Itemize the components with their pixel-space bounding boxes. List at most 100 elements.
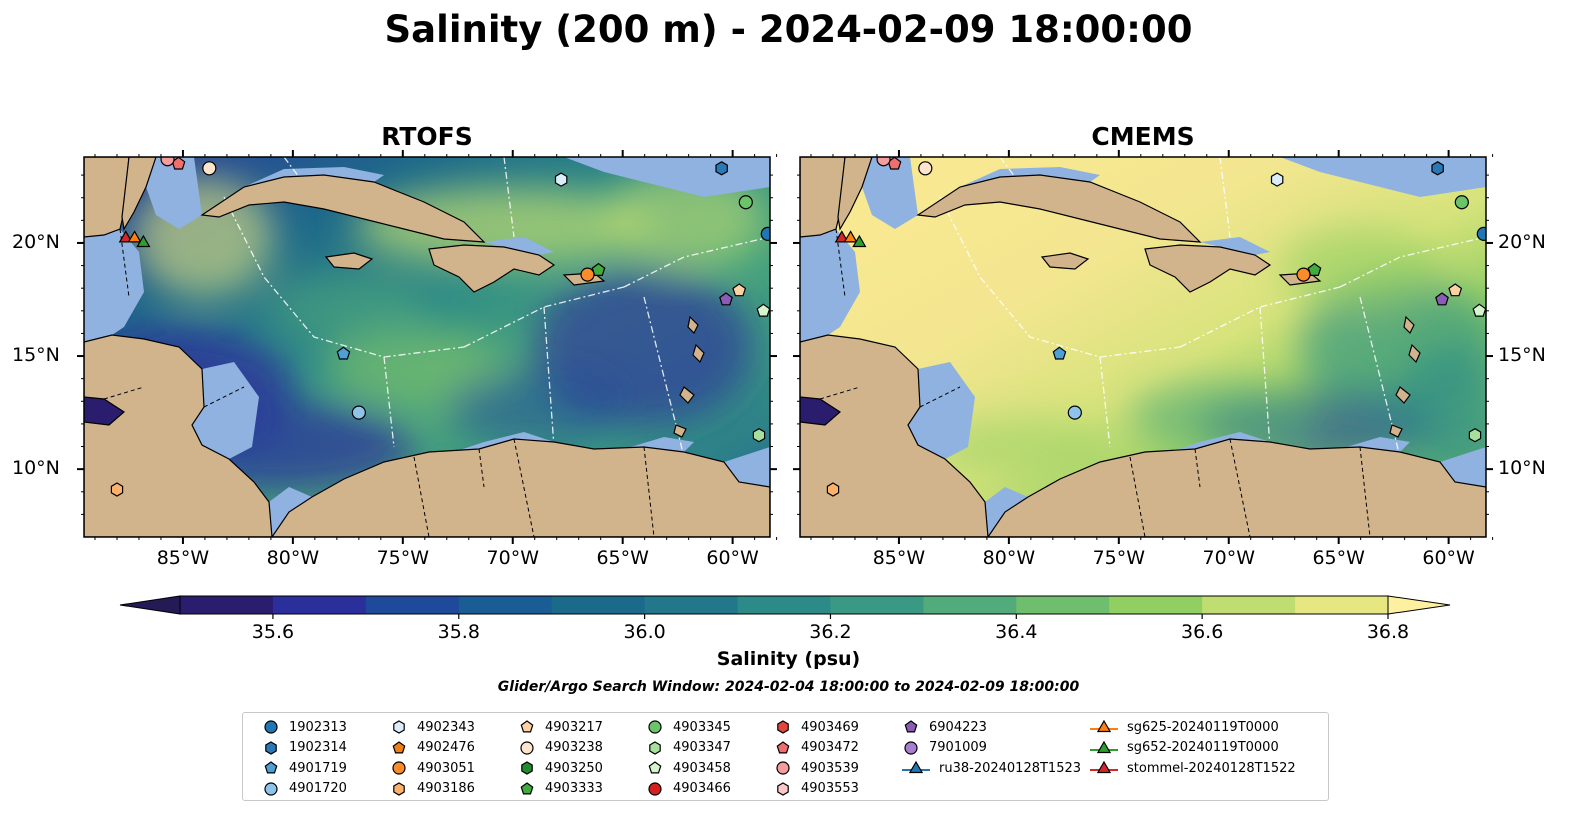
glider-sg652-20240119T0000 bbox=[852, 234, 867, 248]
land bbox=[1408, 343, 1421, 364]
colorbar-segment bbox=[1202, 596, 1296, 614]
eez-boundary bbox=[503, 157, 515, 238]
legend-label: 7901009 bbox=[929, 740, 987, 755]
legend-marker-icon bbox=[265, 740, 277, 755]
legend-marker-icon bbox=[392, 740, 406, 753]
legend-marker-icon bbox=[776, 761, 790, 775]
shallow-shelf bbox=[484, 237, 554, 255]
search-window-caption: Glider/Argo Search Window: 2024-02-04 18… bbox=[497, 679, 1080, 695]
lon-tick-label: 80°W bbox=[266, 547, 320, 569]
colorbar-segment bbox=[551, 596, 646, 614]
lon-tick-label: 75°W bbox=[376, 547, 430, 569]
shallow-shelf bbox=[800, 229, 860, 342]
float-4902343 bbox=[1270, 172, 1284, 187]
eez-boundary bbox=[383, 356, 395, 448]
legend-marker-icon bbox=[521, 761, 533, 775]
legend-item: 4902343 bbox=[389, 717, 475, 737]
float-4903238 bbox=[918, 161, 933, 176]
country-border bbox=[919, 386, 961, 408]
float-1902313 bbox=[1476, 226, 1486, 242]
float-4901719 bbox=[1052, 346, 1067, 360]
legend-label: 6904223 bbox=[929, 719, 987, 735]
float-6904223 bbox=[1435, 292, 1449, 306]
land bbox=[1395, 386, 1411, 404]
frame-ticks bbox=[77, 150, 778, 544]
legend-item: 4902476 bbox=[389, 738, 475, 758]
legend-label: 4903469 bbox=[801, 719, 859, 735]
colorbar-tick-label: 35.6 bbox=[252, 621, 294, 642]
legend-marker-icon bbox=[264, 720, 278, 734]
float-4903345 bbox=[1454, 195, 1469, 210]
lon-tick-label: 65°W bbox=[1312, 547, 1365, 569]
legend-item: 4903333 bbox=[517, 779, 603, 799]
land bbox=[916, 174, 1202, 243]
legend-item: ru38-20240128T1523 bbox=[901, 758, 1081, 778]
legend-label: 4903238 bbox=[545, 740, 603, 755]
cmems-panel-title: CMEMS bbox=[1091, 122, 1195, 151]
legend-marker-icon bbox=[393, 781, 405, 796]
land bbox=[84, 334, 273, 537]
legend-marker-icon bbox=[777, 720, 789, 734]
glider-stommel-20240128T1522 bbox=[834, 230, 849, 243]
land bbox=[692, 343, 705, 364]
glider-stommel-20240128T1522 bbox=[118, 230, 133, 243]
float-1902314 bbox=[1431, 161, 1444, 176]
land bbox=[673, 424, 687, 438]
eez-boundary bbox=[1259, 306, 1271, 448]
colorbar-tick-label: 36.4 bbox=[995, 621, 1037, 642]
legend-label: 4903250 bbox=[545, 760, 603, 776]
float-4903458 bbox=[756, 303, 770, 317]
colorbar-segment bbox=[644, 596, 739, 614]
shallow-shelf bbox=[1200, 237, 1270, 255]
legend-label: ru38-20240128T1523 bbox=[939, 760, 1082, 776]
colorbar-over-extension bbox=[1387, 595, 1451, 615]
legend-marker-icon bbox=[1090, 719, 1118, 733]
shallow-shelf bbox=[84, 229, 144, 342]
legend-item: 1902313 bbox=[261, 717, 347, 737]
land bbox=[800, 334, 989, 537]
legend-marker-icon bbox=[393, 720, 405, 734]
colorbar-segment bbox=[1109, 596, 1203, 614]
legend-item: 4903466 bbox=[645, 779, 731, 799]
float-4903458 bbox=[1472, 303, 1486, 317]
legend-label: 4902343 bbox=[417, 719, 475, 735]
salinity-colorbar: 35.6 35.8 36.0 36.2 36.4 36.6 36.8 bbox=[119, 595, 1451, 642]
float-4903345 bbox=[738, 195, 753, 210]
lat-tick-label: 20°N bbox=[12, 230, 60, 253]
lat-tick-label: 20°N bbox=[1498, 230, 1546, 253]
colorbar-segment bbox=[365, 596, 460, 614]
legend-label: 4903466 bbox=[673, 781, 731, 796]
legend-item: 4901720 bbox=[261, 779, 347, 799]
legend-label: stommel-20240128T1522 bbox=[1127, 760, 1296, 776]
float-4903347 bbox=[1468, 428, 1482, 443]
lon-tick-label: 70°W bbox=[486, 547, 539, 569]
legend-item: 4903217 bbox=[517, 717, 603, 737]
float-4903539 bbox=[160, 157, 175, 167]
colorbar-segment bbox=[737, 596, 832, 614]
legend-label: 4903333 bbox=[545, 781, 603, 796]
legend-label: 4901719 bbox=[289, 760, 347, 776]
legend-label: 4903472 bbox=[801, 740, 859, 755]
legend-marker-icon bbox=[904, 740, 918, 755]
land bbox=[121, 157, 157, 231]
legend-marker-icon bbox=[264, 761, 278, 774]
legend-marker-icon bbox=[904, 720, 918, 733]
legend-item: 4903458 bbox=[645, 758, 731, 778]
legend-label: 4903345 bbox=[673, 719, 731, 735]
float-1902313 bbox=[760, 226, 770, 242]
legend-label: 4903553 bbox=[801, 781, 859, 796]
colorbar-segment bbox=[923, 596, 1017, 614]
colorbar-under-extension bbox=[119, 595, 181, 615]
figure-title: Salinity (200 m) - 2024-02-09 18:00:00 bbox=[384, 8, 1193, 51]
legend-marker-icon bbox=[1090, 760, 1118, 774]
colorbar-segment bbox=[830, 596, 924, 614]
eez-boundary bbox=[1219, 157, 1231, 238]
colorbar-label: Salinity (psu) bbox=[716, 648, 861, 670]
cmems-salinity-map bbox=[793, 150, 1494, 544]
eez-boundary bbox=[223, 196, 465, 358]
legend-marker-icon bbox=[777, 781, 789, 796]
legend-item: 4903051 bbox=[389, 758, 475, 778]
eez-boundary bbox=[939, 196, 1181, 358]
float-4903333 bbox=[591, 262, 606, 277]
lon-tick-label: 60°W bbox=[706, 547, 759, 569]
